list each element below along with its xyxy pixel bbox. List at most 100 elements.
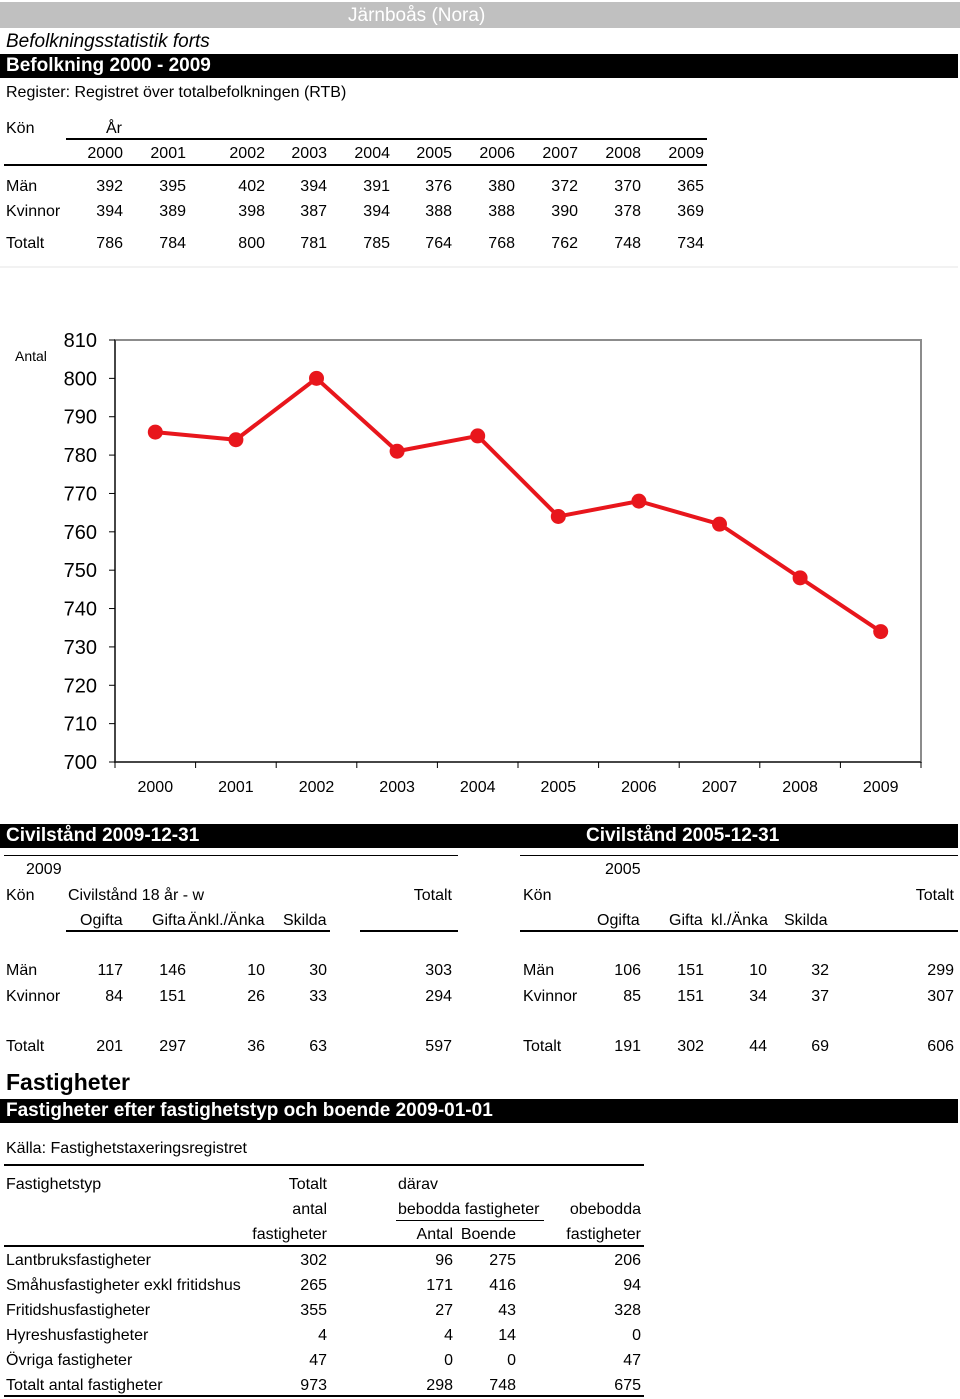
pop-year-header: 2000 bbox=[87, 145, 123, 162]
x-tick-label: 2005 bbox=[541, 779, 577, 796]
fast-col-antal2: Antal bbox=[416, 1226, 453, 1243]
pop-cell: 392 bbox=[96, 178, 123, 195]
pop-year-header: 2001 bbox=[150, 145, 186, 162]
y-tick-label: 810 bbox=[64, 330, 97, 352]
fast-cell-obebodda: 206 bbox=[614, 1252, 641, 1269]
fast-col-totalt: Totalt bbox=[288, 1176, 327, 1193]
register-note: Register: Registret över totalbefolkning… bbox=[6, 84, 347, 101]
fast-cell-total: 265 bbox=[300, 1277, 327, 1294]
section-bar-civilstand: Civilstånd 2009-12-31 Civilstånd 2005-12… bbox=[0, 824, 958, 848]
civ2009-col-skilda: Skilda bbox=[283, 912, 327, 929]
y-tick-label: 700 bbox=[64, 752, 97, 774]
pop-cell: 800 bbox=[238, 235, 265, 252]
fast-cell-obebodda: 328 bbox=[614, 1302, 641, 1319]
pop-header-rule bbox=[66, 138, 707, 140]
fast-cell-total: 47 bbox=[309, 1352, 327, 1369]
civ2009-col-gifta: Gifta bbox=[152, 912, 186, 929]
pop-cell: 365 bbox=[677, 178, 704, 195]
civ2005-top-rule bbox=[520, 855, 958, 856]
pop-cell: 369 bbox=[677, 203, 704, 220]
civ2009-cell: 151 bbox=[159, 988, 186, 1005]
civ2009-title: Civilstånd 2009-12-31 bbox=[6, 825, 200, 846]
civ2005-cell: 32 bbox=[811, 962, 829, 979]
fast-col-type: Fastighetstyp bbox=[6, 1176, 102, 1193]
y-tick-label: 750 bbox=[64, 560, 97, 582]
data-point bbox=[389, 443, 405, 459]
pop-year-header: 2004 bbox=[354, 145, 390, 162]
civ2005-col-skilda: Skilda bbox=[784, 912, 828, 929]
pop-cell: 372 bbox=[551, 178, 578, 195]
civ2005-col-ankl: kl./Änka bbox=[711, 912, 768, 929]
series-line bbox=[155, 376, 882, 634]
civ2005-cell: 151 bbox=[677, 962, 704, 979]
civ2005-kon: Kön bbox=[523, 887, 552, 904]
fast-col-obebodda: obebodda bbox=[569, 1201, 641, 1218]
pop-cell: 388 bbox=[488, 203, 515, 220]
fast-cell-antal: 171 bbox=[426, 1277, 453, 1294]
pop-row-label: Män bbox=[6, 178, 38, 195]
fast-cell-obebodda: 0 bbox=[632, 1327, 641, 1344]
pop-cell: 387 bbox=[300, 203, 327, 220]
civ2005-row-label: Kvinnor bbox=[523, 988, 578, 1005]
civ2005-cell: 34 bbox=[749, 988, 767, 1005]
fast-col-antal: antal bbox=[292, 1201, 327, 1218]
pop-cell: 786 bbox=[96, 235, 123, 252]
civ2005-cell: 10 bbox=[749, 962, 767, 979]
area-title: Järnboås (Nora) bbox=[348, 5, 486, 26]
pop-row-label: Kvinnor bbox=[6, 203, 61, 220]
x-tick-label: 2002 bbox=[299, 779, 335, 796]
fastigheter-section-title: Fastigheter efter fastighetstyp och boen… bbox=[6, 1100, 493, 1121]
x-tick-label: 2000 bbox=[138, 779, 174, 796]
civ2005-title: Civilstånd 2005-12-31 bbox=[586, 825, 780, 846]
pop-year-header: 2005 bbox=[416, 145, 452, 162]
civ2009-cell: 33 bbox=[309, 988, 327, 1005]
pop-year-header: 2008 bbox=[605, 145, 641, 162]
civ2005-cell: 302 bbox=[677, 1038, 704, 1055]
fast-cell-obebodda: 47 bbox=[623, 1352, 641, 1369]
data-point bbox=[470, 428, 486, 444]
civ2009-year: 2009 bbox=[26, 861, 62, 878]
pop-cell: 394 bbox=[96, 203, 123, 220]
fast-cell-obebodda: 94 bbox=[623, 1277, 641, 1294]
pop-cell: 391 bbox=[363, 178, 390, 195]
pop-ar-label: År bbox=[106, 120, 122, 137]
civ2009-row-total: 597 bbox=[425, 1038, 452, 1055]
y-tick-label: 720 bbox=[64, 675, 97, 697]
civ2005-row-label: Totalt bbox=[523, 1038, 562, 1055]
pop-cell: 398 bbox=[238, 203, 265, 220]
fast-cell-total: 355 bbox=[300, 1302, 327, 1319]
y-tick-label: 790 bbox=[64, 407, 97, 429]
fastigheter-heading: Fastigheter bbox=[6, 1069, 130, 1095]
data-point bbox=[873, 624, 889, 640]
civ2005-row-total: 606 bbox=[927, 1038, 954, 1055]
fast-cell-antal: 27 bbox=[435, 1302, 453, 1319]
pop-cell: 768 bbox=[488, 235, 515, 252]
civ2005-col-ogifta: Ogifta bbox=[597, 912, 640, 929]
plot-frame bbox=[114, 339, 922, 763]
pop-cell: 785 bbox=[363, 235, 390, 252]
civ2005-cell: 37 bbox=[811, 988, 829, 1005]
civ2005-cell: 151 bbox=[677, 988, 704, 1005]
pop-cell: 784 bbox=[159, 235, 186, 252]
civ2009-kon: Kön bbox=[6, 887, 35, 904]
fast-cell-boende: 748 bbox=[489, 1377, 516, 1394]
civ2005-cell: 85 bbox=[623, 988, 641, 1005]
civ2005-row-label: Män bbox=[523, 962, 555, 979]
fast-bebodda-rule bbox=[396, 1220, 544, 1221]
fast-row-label: Småhusfastigheter exkl fritidshus bbox=[6, 1277, 241, 1294]
pop-cell: 781 bbox=[300, 235, 327, 252]
y-tick-label: 780 bbox=[64, 445, 97, 467]
fast-col-darav: därav bbox=[398, 1176, 439, 1193]
pop-cell: 395 bbox=[159, 178, 186, 195]
civ2009-cell: 36 bbox=[247, 1038, 265, 1055]
data-point bbox=[631, 493, 647, 509]
civ2009-row-total: 303 bbox=[425, 962, 452, 979]
pop-cell: 390 bbox=[551, 203, 578, 220]
pop-cell: 762 bbox=[551, 235, 578, 252]
fast-col-fastigheter: fastigheter bbox=[252, 1226, 327, 1243]
pop-year-header: 2002 bbox=[229, 145, 265, 162]
y-tick-label: 740 bbox=[64, 599, 97, 621]
civ2009-cell: 10 bbox=[247, 962, 265, 979]
fast-cell-boende: 275 bbox=[489, 1252, 516, 1269]
civ2005-total-label: Totalt bbox=[915, 887, 954, 904]
